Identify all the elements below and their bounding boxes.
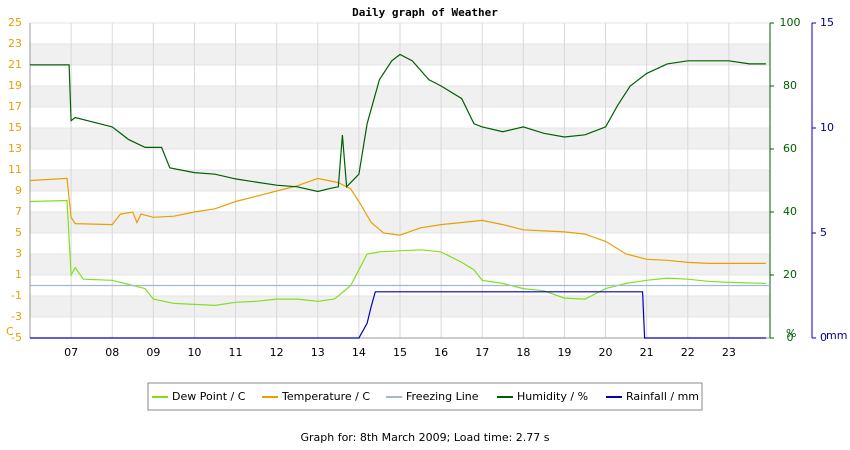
x-tick-label: 18 <box>516 346 530 359</box>
y3-tick-label: 0 <box>820 331 827 344</box>
y2-tick-label: 100 <box>780 16 801 29</box>
x-tick-label: 09 <box>146 346 160 359</box>
y2-unit: % <box>786 327 796 340</box>
x-tick-label: 19 <box>557 346 571 359</box>
y2-tick-label: 80 <box>783 79 797 92</box>
y2-tick-label: 20 <box>783 268 797 281</box>
y-tick-label: 11 <box>8 163 22 176</box>
y-tick-label: 19 <box>8 79 22 92</box>
legend-label: Temperature / C <box>281 390 370 403</box>
series-line <box>29 199 766 307</box>
y-tick-label: 9 <box>15 184 22 197</box>
y-tick-label: 23 <box>8 37 22 50</box>
y2-tick-label: 0 <box>787 331 794 344</box>
chart-title: Daily graph of Weather <box>352 6 498 19</box>
series-line <box>30 291 766 339</box>
y3-unit: mm <box>826 329 847 342</box>
y3-tick-label: 5 <box>820 226 827 239</box>
y-tick-label: 13 <box>8 142 22 155</box>
legend-label: Freezing Line <box>406 390 479 403</box>
x-tick-label: 13 <box>311 346 325 359</box>
y3-tick-label: 15 <box>820 16 834 29</box>
y-tick-label: 3 <box>15 247 22 260</box>
y-tick-label: 25 <box>8 16 22 29</box>
x-tick-label: 08 <box>105 346 119 359</box>
x-tick-label: 12 <box>270 346 284 359</box>
x-tick-label: 11 <box>229 346 243 359</box>
y3-tick-label: 10 <box>820 121 834 134</box>
legend-label: Dew Point / C <box>172 390 246 403</box>
x-tick-label: 20 <box>599 346 613 359</box>
y-tick-label: 7 <box>15 205 22 218</box>
y-tick-label: 21 <box>8 58 22 71</box>
legend-label: Rainfall / mm <box>626 390 699 403</box>
y-tick-label: -5 <box>11 331 22 344</box>
x-tick-label: 17 <box>475 346 489 359</box>
x-tick-label: 22 <box>681 346 695 359</box>
x-tick-label: 21 <box>640 346 654 359</box>
footer: Graph for: 8th March 2009; Load time: 2.… <box>300 431 549 444</box>
y-tick-label: 17 <box>8 100 22 113</box>
y-tick-label: -1 <box>11 289 22 302</box>
x-tick-label: 10 <box>187 346 201 359</box>
y-tick-label: 15 <box>8 121 22 134</box>
x-tick-label: 07 <box>64 346 78 359</box>
y-tick-label: 5 <box>15 226 22 239</box>
y2-tick-label: 40 <box>783 205 797 218</box>
x-tick-label: 16 <box>434 346 448 359</box>
series-line <box>29 177 766 264</box>
y-unit: C <box>6 325 14 338</box>
x-tick-label: 23 <box>722 346 736 359</box>
y-tick-label: 1 <box>15 268 22 281</box>
series-line <box>30 53 766 193</box>
y-tick-label: -3 <box>11 310 22 323</box>
x-tick-label: 14 <box>352 346 366 359</box>
y2-tick-label: 60 <box>783 142 797 155</box>
legend-label: Humidity / % <box>517 390 588 403</box>
x-tick-label: 15 <box>393 346 407 359</box>
